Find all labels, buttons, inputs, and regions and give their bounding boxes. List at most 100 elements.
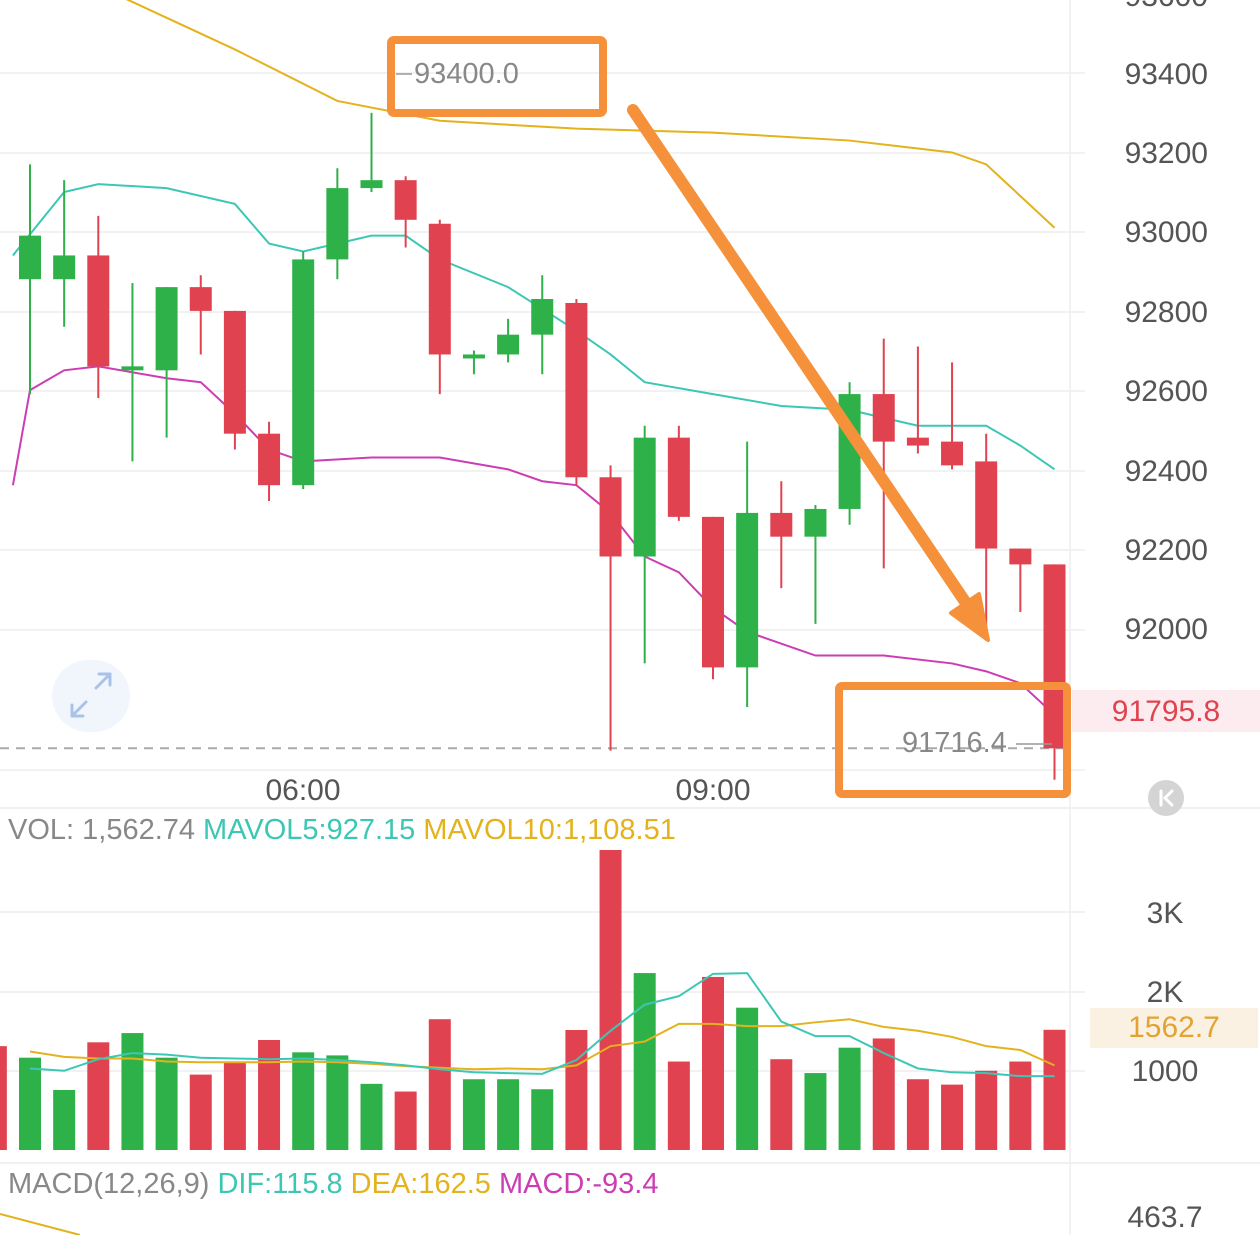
time-tick: 06:00 [265, 774, 341, 807]
macd-tick: 463.7 [1127, 1201, 1203, 1234]
volume-bar [565, 1030, 588, 1150]
candle [565, 299, 588, 486]
candle-body [804, 508, 827, 537]
candle-body [155, 287, 178, 371]
volume-bar [53, 1090, 76, 1150]
candlesticks [19, 112, 1066, 780]
candle [462, 350, 485, 375]
volume-bar [975, 1070, 998, 1150]
candle-body [633, 437, 656, 557]
candle-body [599, 477, 622, 557]
annotations [387, 36, 1071, 798]
price-tick: 93200 [1124, 137, 1208, 170]
candle-body [19, 235, 41, 280]
volume-bar [804, 1073, 827, 1150]
candle-body [667, 437, 690, 517]
volume-bar [428, 1019, 451, 1150]
current-price-label: 91795.8 [1111, 695, 1221, 728]
volume-bar [633, 973, 656, 1150]
volume-bar [872, 1038, 895, 1150]
candle [667, 425, 690, 521]
macd-dea-line [0, 1213, 81, 1235]
volume-bar [326, 1055, 349, 1150]
candle [53, 180, 76, 327]
volume-legend: VOL: 1,562.74 MAVOL5:927.15 MAVOL10:1,108.… [8, 814, 684, 847]
candle-body [702, 516, 724, 668]
current-volume-label: 1562.7 [1128, 1011, 1220, 1044]
volume-bar [292, 1052, 315, 1150]
price-tick: 92400 [1124, 455, 1208, 488]
collapse-left-icon[interactable] [1148, 780, 1184, 816]
candle-body [941, 441, 964, 466]
candle [770, 481, 793, 589]
volume-bar [906, 1079, 929, 1150]
candle-body [121, 366, 144, 371]
low-price-label: 91716.4 [902, 727, 1007, 759]
candle [838, 382, 861, 525]
volume-bar [736, 1007, 759, 1150]
volume-bar [770, 1059, 793, 1150]
mavol5-line [29, 972, 1055, 1078]
candle [531, 275, 554, 375]
candle [155, 287, 178, 438]
volume-bar [462, 1079, 485, 1150]
mavol10-line [29, 1018, 1055, 1071]
macd-dif: DIF:115.8 [217, 1168, 343, 1200]
candle-body [1009, 548, 1032, 565]
candle-body [326, 188, 349, 260]
candle-body [497, 334, 520, 355]
high-price-label: 93400.0 [414, 58, 519, 90]
trend-arrow-head [949, 592, 990, 642]
candle [394, 176, 417, 248]
candle-body [360, 180, 383, 189]
candle [121, 283, 144, 462]
volume-bar [497, 1079, 520, 1150]
volume-bar [87, 1042, 110, 1150]
candle-body [428, 223, 451, 355]
high-highlight-box [387, 36, 607, 117]
candle [292, 251, 315, 490]
bollinger-upper-line [125, 0, 1056, 229]
candle-body [975, 461, 998, 549]
candle [1009, 548, 1032, 612]
candle [189, 275, 212, 355]
current-price-tag [1072, 690, 1260, 732]
macd-legend: MACD(12,26,9) DIF:115.8 DEA:162.5 MACD:-93.… [8, 1168, 666, 1201]
volume-bar [667, 1061, 690, 1150]
current-volume-tag [1090, 1008, 1258, 1048]
candle [87, 215, 110, 399]
macd-value: MACD:-93.4 [498, 1168, 659, 1200]
volume-bar [360, 1083, 383, 1150]
bollinger-lower-line [11, 365, 1056, 716]
trend-arrow-shaft [627, 104, 978, 618]
candle [633, 425, 656, 664]
candle [941, 362, 964, 470]
volume-bar [838, 1047, 861, 1150]
candle-body [872, 394, 895, 442]
volume-bar [531, 1089, 554, 1150]
candle [736, 441, 759, 708]
candle-body [736, 512, 759, 668]
candle [223, 310, 246, 450]
mavol5-value: MAVOL5:927.15 [203, 814, 416, 846]
candle-body [1043, 564, 1066, 749]
candle-body [565, 302, 588, 478]
candle [804, 504, 827, 624]
expand-chart-button[interactable] [52, 660, 130, 732]
volume-bar [941, 1084, 964, 1150]
price-tick: 92200 [1124, 534, 1208, 567]
volume-tick: 2K [1146, 976, 1184, 1009]
time-tick: 09:00 [675, 774, 751, 807]
volume-bar [702, 976, 724, 1150]
macd-dea: DEA:162.5 [350, 1168, 491, 1200]
mavol10-value: MAVOL10:1,108.51 [423, 814, 676, 846]
price-tick: 92600 [1124, 375, 1208, 408]
candle [975, 433, 998, 628]
candle [906, 346, 929, 454]
candle-body [770, 512, 793, 537]
candle [1043, 564, 1066, 780]
candle [360, 112, 383, 193]
